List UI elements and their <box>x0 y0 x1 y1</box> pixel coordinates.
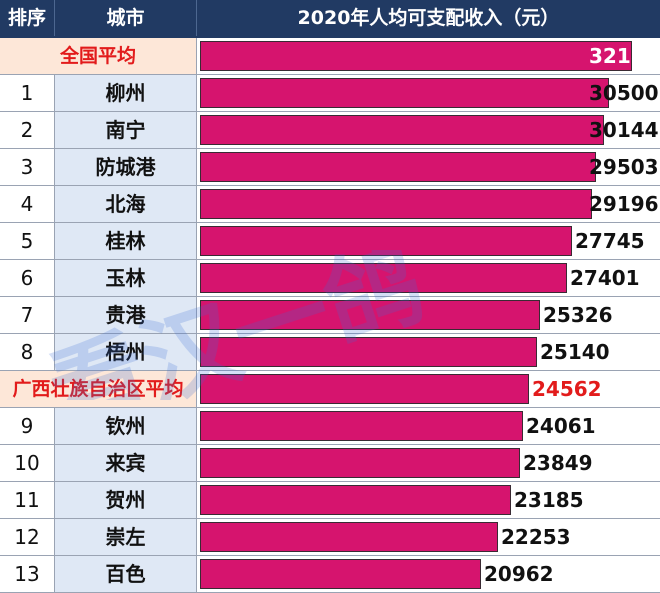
rank-cell: 3 <box>0 149 55 185</box>
income-bar <box>200 485 511 515</box>
rank-cell: 2 <box>0 112 55 148</box>
value-cell: 25326 <box>197 297 660 333</box>
rank-cell: 4 <box>0 186 55 222</box>
rank-cell: 7 <box>0 297 55 333</box>
value-cell: 30144 <box>197 112 660 148</box>
value-label: 30500 <box>589 81 659 105</box>
table-row: 11 贺州 23185 <box>0 482 660 519</box>
income-bar <box>200 189 592 219</box>
table-row: 9 钦州 24061 <box>0 408 660 445</box>
city-cell: 柳州 <box>55 75 197 111</box>
table-row: 3 防城港 29503 <box>0 149 660 186</box>
table-row: 5 桂林 27745 <box>0 223 660 260</box>
city-cell: 钦州 <box>55 408 197 444</box>
value-cell: 29196 <box>197 186 660 222</box>
table-row: 8 梧州 25140 <box>0 334 660 371</box>
average-row: 全国平均 32189 <box>0 38 660 75</box>
city-cell: 梧州 <box>55 334 197 370</box>
city-cell: 玉林 <box>55 260 197 296</box>
table-row: 12 崇左 22253 <box>0 519 660 556</box>
value-cell: 27745 <box>197 223 660 259</box>
value-cell: 23185 <box>197 482 660 518</box>
value-label: 29503 <box>589 155 659 179</box>
value-label: 24562 <box>532 377 602 401</box>
table-row: 7 贵港 25326 <box>0 297 660 334</box>
table-header: 排序 城市 2020年人均可支配收入（元） <box>0 0 660 38</box>
table-row: 10 来宾 23849 <box>0 445 660 482</box>
value-label: 25140 <box>540 340 610 364</box>
value-label: 20962 <box>484 562 554 586</box>
value-label: 27745 <box>575 229 645 253</box>
city-cell: 贺州 <box>55 482 197 518</box>
value-label: 22253 <box>501 525 571 549</box>
city-cell: 南宁 <box>55 112 197 148</box>
value-cell: 25140 <box>197 334 660 370</box>
city-cell: 崇左 <box>55 519 197 555</box>
value-label: 29196 <box>589 192 659 216</box>
income-bar <box>200 522 498 552</box>
table-row: 4 北海 29196 <box>0 186 660 223</box>
value-cell: 24562 <box>197 371 660 407</box>
average-label: 全国平均 <box>0 38 197 74</box>
value-label: 24061 <box>526 414 596 438</box>
income-bar <box>200 448 520 478</box>
income-bar <box>200 78 609 108</box>
income-bar <box>200 374 529 404</box>
value-label: 27401 <box>570 266 640 290</box>
table-row: 1 柳州 30500 <box>0 75 660 112</box>
city-cell: 贵港 <box>55 297 197 333</box>
value-label: 23185 <box>514 488 584 512</box>
income-bar <box>200 115 604 145</box>
table-row: 2 南宁 30144 <box>0 112 660 149</box>
city-cell: 桂林 <box>55 223 197 259</box>
rank-cell: 9 <box>0 408 55 444</box>
income-bar <box>200 41 632 71</box>
value-cell: 27401 <box>197 260 660 296</box>
rank-cell: 10 <box>0 445 55 481</box>
value-label: 25326 <box>543 303 613 327</box>
value-label: 32189 <box>589 44 659 68</box>
city-cell: 北海 <box>55 186 197 222</box>
value-cell: 24061 <box>197 408 660 444</box>
rank-cell: 13 <box>0 556 55 592</box>
value-label: 23849 <box>523 451 593 475</box>
value-cell: 23849 <box>197 445 660 481</box>
income-bar <box>200 411 523 441</box>
city-cell: 来宾 <box>55 445 197 481</box>
rank-cell: 8 <box>0 334 55 370</box>
income-bar <box>200 337 537 367</box>
table-row: 13 百色 20962 <box>0 556 660 593</box>
city-cell: 百色 <box>55 556 197 592</box>
value-cell: 20962 <box>197 556 660 592</box>
income-column-header: 2020年人均可支配收入（元） <box>297 7 560 29</box>
city-cell: 防城港 <box>55 149 197 185</box>
city-column-header: 城市 <box>55 0 197 36</box>
value-cell: 22253 <box>197 519 660 555</box>
average-label: 广西壮族自治区平均 <box>0 371 197 407</box>
rank-cell: 11 <box>0 482 55 518</box>
income-bar <box>200 300 540 330</box>
income-bar <box>200 263 567 293</box>
table-row: 6 玉林 27401 <box>0 260 660 297</box>
value-cell: 32189 <box>197 38 660 74</box>
rank-cell: 12 <box>0 519 55 555</box>
rank-column-header: 排序 <box>0 0 55 36</box>
value-cell: 29503 <box>197 149 660 185</box>
average-row: 广西壮族自治区平均 24562 <box>0 371 660 408</box>
rank-cell: 6 <box>0 260 55 296</box>
income-bar <box>200 152 596 182</box>
rank-cell: 5 <box>0 223 55 259</box>
income-bar <box>200 226 572 256</box>
income-bar <box>200 559 481 589</box>
rank-cell: 1 <box>0 75 55 111</box>
value-label: 30144 <box>589 118 659 142</box>
value-cell: 30500 <box>197 75 660 111</box>
